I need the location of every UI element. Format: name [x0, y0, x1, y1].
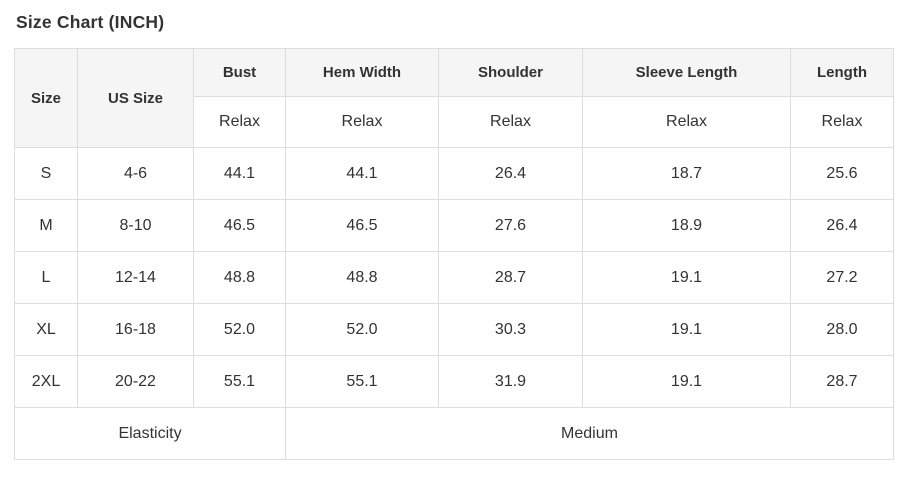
column-header-us-size: US Size [77, 48, 194, 148]
size-chart-table: Size US Size Bust Hem Width Shoulder Sle… [14, 48, 894, 460]
fit-cell-length: Relax [790, 96, 894, 148]
elasticity-label: Elasticity [14, 407, 286, 460]
fit-cell-bust: Relax [193, 96, 286, 148]
shoulder-value: 31.9 [438, 355, 583, 408]
hem-width-value: 46.5 [285, 199, 439, 252]
bust-value: 46.5 [193, 199, 286, 252]
hem-width-value: 48.8 [285, 251, 439, 304]
sleeve-length-value: 18.9 [582, 199, 791, 252]
bust-value: 48.8 [193, 251, 286, 304]
us-size-value: 16-18 [77, 303, 194, 356]
header-row-primary: Size US Size Bust Hem Width Shoulder Sle… [14, 48, 894, 148]
length-value: 28.0 [790, 303, 894, 356]
shoulder-value: 28.7 [438, 251, 583, 304]
sleeve-length-value: 19.1 [582, 251, 791, 304]
size-label: L [14, 251, 78, 304]
page-title: Size Chart (INCH) [16, 12, 165, 32]
hem-width-value: 52.0 [285, 303, 439, 356]
us-size-value: 4-6 [77, 147, 194, 200]
hem-width-value: 55.1 [285, 355, 439, 408]
us-size-value: 12-14 [77, 251, 194, 304]
table-row-m: M 8-10 46.5 46.5 27.6 18.9 26.4 [14, 199, 894, 252]
column-header-length: Length [790, 48, 894, 97]
column-header-hem-width: Hem Width [285, 48, 439, 97]
sleeve-length-value: 18.7 [582, 147, 791, 200]
length-value: 27.2 [790, 251, 894, 304]
shoulder-value: 30.3 [438, 303, 583, 356]
shoulder-value: 26.4 [438, 147, 583, 200]
table-row-2xl: 2XL 20-22 55.1 55.1 31.9 19.1 28.7 [14, 355, 894, 408]
fit-cell-hem-width: Relax [285, 96, 439, 148]
size-label: XL [14, 303, 78, 356]
length-value: 26.4 [790, 199, 894, 252]
size-label: S [14, 147, 78, 200]
bust-value: 52.0 [193, 303, 286, 356]
size-label: 2XL [14, 355, 78, 408]
us-size-value: 20-22 [77, 355, 194, 408]
fit-cell-shoulder: Relax [438, 96, 583, 148]
sleeve-length-value: 19.1 [582, 355, 791, 408]
column-header-shoulder: Shoulder [438, 48, 583, 97]
table-row-s: S 4-6 44.1 44.1 26.4 18.7 25.6 [14, 147, 894, 200]
table-row-l: L 12-14 48.8 48.8 28.7 19.1 27.2 [14, 251, 894, 304]
sleeve-length-value: 19.1 [582, 303, 791, 356]
fit-cell-sleeve-length: Relax [582, 96, 791, 148]
bust-value: 55.1 [193, 355, 286, 408]
table-row-xl: XL 16-18 52.0 52.0 30.3 19.1 28.0 [14, 303, 894, 356]
length-value: 25.6 [790, 147, 894, 200]
length-value: 28.7 [790, 355, 894, 408]
header-row-fit: Relax Relax Relax Relax Relax [15, 96, 894, 148]
elasticity-row: Elasticity Medium [14, 407, 894, 460]
column-header-size: Size [14, 48, 78, 148]
elasticity-value: Medium [285, 407, 894, 460]
column-header-bust: Bust [193, 48, 286, 97]
shoulder-value: 27.6 [438, 199, 583, 252]
size-label: M [14, 199, 78, 252]
hem-width-value: 44.1 [285, 147, 439, 200]
column-header-sleeve-length: Sleeve Length [582, 48, 791, 97]
bust-value: 44.1 [193, 147, 286, 200]
us-size-value: 8-10 [77, 199, 194, 252]
